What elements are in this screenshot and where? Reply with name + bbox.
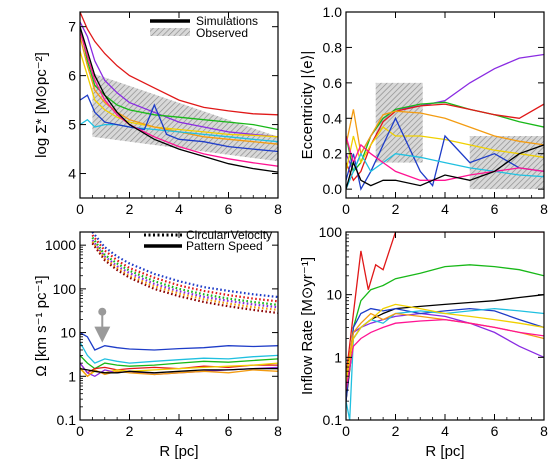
simulation-series	[346, 307, 544, 420]
circular-velocity-series	[91, 232, 278, 299]
pattern-speed-series	[80, 362, 278, 378]
circular-velocity-series	[91, 241, 278, 311]
simulation-series	[80, 26, 278, 131]
x-tick-label: 2	[126, 201, 134, 217]
simulation-series	[346, 307, 544, 402]
x-tick-label: 6	[491, 201, 499, 217]
simulation-series	[346, 116, 544, 191]
pattern-speed-plot	[80, 232, 278, 378]
eccentricity-axes: 0 2 4 6 8 0.0 0.2 0.4 0.6 0.8 1.0 Eccentricity |⟨e⟩…	[299, 4, 548, 217]
circular-velocity-series	[91, 236, 278, 306]
x-tick-label: 8	[540, 201, 548, 217]
x-tick-label: 4	[175, 201, 183, 217]
inflow-rate-frame	[345, 231, 545, 421]
pattern-speed-series	[80, 341, 278, 364]
y-tick-label: 0.4	[323, 110, 343, 126]
x-tick-label: 4	[441, 201, 449, 217]
simulation-series	[80, 94, 278, 153]
y-tick-label: 1	[68, 368, 76, 384]
simulation-series	[346, 135, 544, 181]
y-tick-label: 100	[53, 281, 77, 297]
legend-swatch-observed	[150, 28, 190, 36]
x-tick-label: 2	[392, 423, 400, 439]
observed-box	[375, 82, 423, 163]
legend-label-observed: Observed	[196, 26, 248, 40]
simulation-series	[80, 36, 278, 145]
y-tick-label: 0.6	[323, 75, 343, 91]
y-tick-label: 100	[319, 224, 343, 240]
surface-density-axes: 0 2 4 6 8 4 5 6 7 log Σ* [M⊙pc⁻²]	[33, 11, 282, 217]
x-tick-label: 0	[342, 201, 350, 217]
x-tick-label: 0	[76, 201, 84, 217]
circular-velocity-series	[91, 242, 278, 315]
simulation-series	[80, 31, 278, 167]
inflow-rate-plot	[346, 232, 544, 420]
y-tick-label: 0.1	[323, 412, 343, 428]
y-tick-label: 4	[68, 166, 76, 182]
y-tick-label: 0.8	[323, 39, 343, 55]
y-tick-label: 10	[60, 325, 76, 341]
simulation-series	[346, 264, 544, 391]
circular-velocity-series	[91, 239, 278, 309]
simulation-series	[346, 318, 544, 391]
pattern-speed-axes: 0 2 4 6 8 0.1 1 10 100 1000 Ω [km s⁻¹ pc⁻¹] R [pc]	[33, 231, 282, 460]
simulation-series	[346, 232, 544, 377]
y-tick-label: 10	[326, 287, 342, 303]
x-tick-label: 6	[225, 201, 233, 217]
x-tick-label: 4	[441, 423, 449, 439]
x-tick-label: 0	[76, 423, 84, 439]
y-tick-label: 0.1	[57, 412, 77, 428]
y-tick-label: 7	[68, 19, 76, 35]
inflow-rate-axes: 0 2 4 6 8 0.1 1 10 100 Inflow Rate [M⊙yr⁻¹] R [pc]	[299, 224, 548, 460]
pattern-speed-y-label: Ω [km s⁻¹ pc⁻¹]	[33, 275, 50, 376]
y-tick-label: 5	[68, 117, 76, 133]
x-tick-label: 8	[274, 423, 282, 439]
x-tick-label: 8	[274, 201, 282, 217]
pattern-speed-x-label: R [pc]	[159, 443, 198, 460]
y-tick-label: 1	[334, 349, 342, 365]
x-tick-label: 4	[175, 423, 183, 439]
simulation-series	[80, 118, 278, 143]
pattern-speed-series	[80, 362, 278, 374]
simulation-series	[346, 152, 544, 190]
simulation-series	[80, 12, 278, 116]
simulation-series	[346, 303, 544, 383]
x-tick-label: 2	[126, 423, 134, 439]
pattern-speed-frame	[79, 231, 279, 421]
x-tick-label: 6	[225, 423, 233, 439]
surface-density-plot	[80, 12, 278, 173]
simulation-series	[80, 21, 278, 138]
simulation-series	[80, 26, 278, 173]
simulation-series	[346, 312, 544, 391]
legend-label-circular-velocity: Circular Velocity	[186, 228, 272, 242]
circular-velocity-series	[91, 234, 278, 303]
simulation-series	[80, 51, 278, 138]
inflow-rate-x-label: R [pc]	[425, 443, 464, 460]
pattern-speed-series	[80, 367, 278, 374]
y-tick-label: 1.0	[323, 4, 343, 20]
surface-density-y-label: log Σ* [M⊙pc⁻²]	[33, 52, 50, 158]
y-tick-label: 0.2	[323, 146, 343, 162]
eccentricity-plot	[346, 53, 544, 191]
x-tick-label: 0	[342, 423, 350, 439]
pattern-speed-series	[80, 354, 278, 370]
x-tick-label: 8	[540, 423, 548, 439]
y-tick-label: 1000	[45, 237, 76, 253]
pattern-speed-series	[80, 332, 278, 351]
x-tick-label: 2	[392, 201, 400, 217]
legend-label-simulations: Simulations	[196, 14, 258, 28]
y-tick-label: 0.0	[323, 181, 343, 197]
inflow-rate-y-label: Inflow Rate [M⊙yr⁻¹]	[299, 257, 316, 395]
y-tick-label: 6	[68, 68, 76, 84]
simulation-series	[346, 103, 544, 182]
x-tick-label: 6	[491, 423, 499, 439]
eccentricity-y-label: Eccentricity |⟨e⟩|	[299, 51, 316, 160]
legend-label-pattern-speed: Pattern Speed	[186, 239, 263, 253]
simulation-series	[346, 144, 544, 190]
